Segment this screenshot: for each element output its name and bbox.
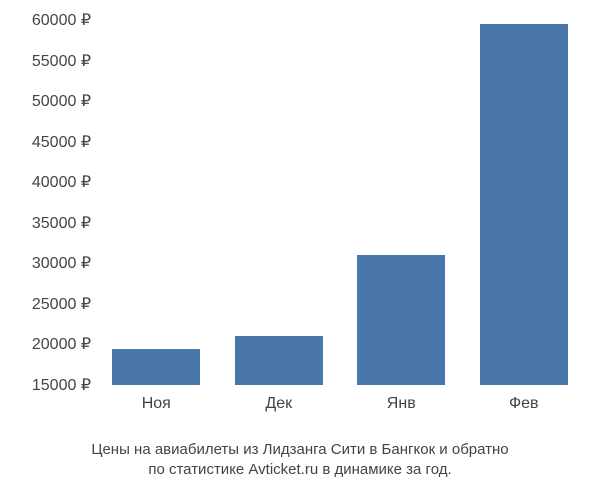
y-tick-label: 30000 ₽ [32,253,95,273]
bar [235,336,323,385]
bar [357,255,445,385]
y-tick-label: 20000 ₽ [32,334,95,354]
y-tick-label: 55000 ₽ [32,51,95,71]
caption-line-2: по статистике Avticket.ru в динамике за … [148,461,451,478]
x-tick-label: Дек [265,385,292,413]
y-tick-label: 45000 ₽ [32,132,95,152]
price-chart: 15000 ₽ 20000 ₽ 25000 ₽ 30000 ₽ 35000 ₽ 40000… [0,0,600,500]
bar [112,349,200,386]
y-tick-label: 35000 ₽ [32,213,95,233]
bar [480,24,568,385]
y-tick-label: 40000 ₽ [32,172,95,192]
x-tick-label: Янв [387,385,416,413]
y-tick-label: 15000 ₽ [32,375,95,395]
x-tick-label: Ноя [142,385,171,413]
caption-line-1: Цены на авиабилеты из Лидзанга Сити в Ба… [91,441,508,458]
y-tick-label: 50000 ₽ [32,91,95,111]
chart-caption: Цены на авиабилеты из Лидзанга Сити в Ба… [0,440,600,481]
x-tick-label: Фев [509,385,539,413]
y-tick-label: 60000 ₽ [32,10,95,30]
y-tick-label: 25000 ₽ [32,294,95,314]
plot-area: 15000 ₽20000 ₽25000 ₽30000 ₽35000 ₽40000… [95,20,585,385]
